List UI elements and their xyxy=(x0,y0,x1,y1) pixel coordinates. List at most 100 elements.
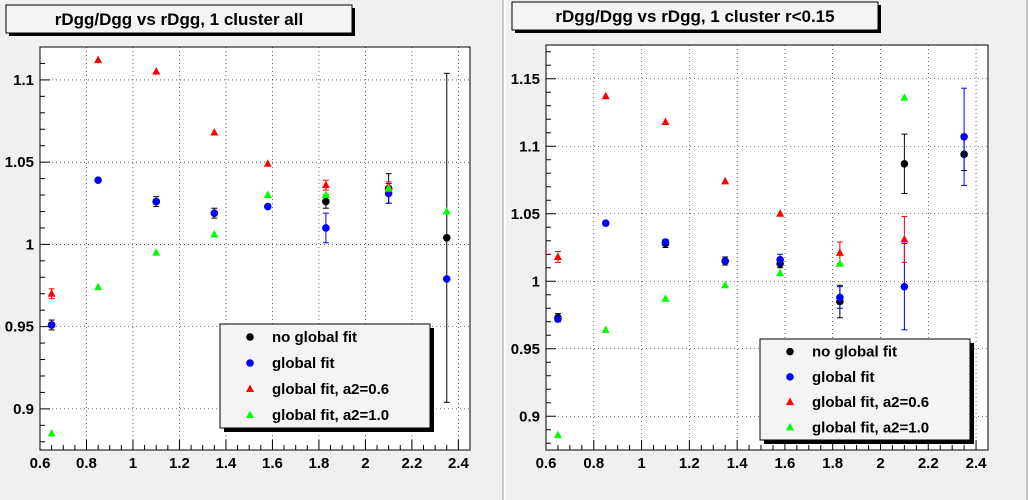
legend-label-1: no global fit xyxy=(812,344,897,361)
y-axis: 0.9 0.95 1 1.05 1.1 xyxy=(5,46,50,443)
data-point xyxy=(601,219,610,227)
x-tick-label-6: 1.8 xyxy=(822,455,843,472)
data-point xyxy=(321,190,330,199)
data-point xyxy=(776,255,784,264)
data-point xyxy=(601,325,610,333)
chart-title-box: rDgg/Dgg vs rDgg, 1 cluster r<0.15 xyxy=(511,1,881,33)
legend-label-3: global fit, a2=0.6 xyxy=(272,381,389,398)
series-4 xyxy=(47,183,451,437)
legend-marker-4 xyxy=(246,410,254,418)
data-point xyxy=(554,315,562,323)
series-2 xyxy=(47,176,451,329)
data-point xyxy=(321,180,330,189)
data-point xyxy=(442,234,451,242)
legend-marker-2 xyxy=(246,359,254,367)
data-point xyxy=(661,238,670,246)
data-point xyxy=(47,321,56,329)
chart-panel-1: 0.6 0.8 1 1.2 1.4 1.6 1.8 2 2.2 2.4 0.9 0.95 1 1.05 1.… xyxy=(0,0,504,500)
data-point xyxy=(47,429,56,437)
legend-label-1: no global fit xyxy=(272,329,357,346)
data-point xyxy=(721,257,729,265)
data-point xyxy=(263,159,272,167)
x-tick-label-5: 1.6 xyxy=(774,455,795,472)
data-point xyxy=(776,209,785,217)
legend-label-2: global fit xyxy=(812,369,875,386)
data-point xyxy=(661,117,670,125)
legend: no global fit global fit global fit, a2=0.… xyxy=(759,338,974,444)
data-point xyxy=(960,133,968,141)
x-tick-label-7: 2 xyxy=(876,455,884,472)
data-point xyxy=(900,282,909,291)
legend-label-4: global fit, a2=1.0 xyxy=(272,407,389,424)
x-axis: 0.6 0.8 1 1.2 1.4 1.6 1.8 2 2.2 2.4 xyxy=(30,440,471,472)
data-point xyxy=(210,128,219,136)
data-point xyxy=(553,252,562,260)
x-tick-label-3: 1.2 xyxy=(679,455,700,472)
legend-marker-3 xyxy=(246,384,254,392)
data-point xyxy=(263,190,272,199)
y-tick-label-5: 1.15 xyxy=(511,71,540,88)
data-point xyxy=(900,234,909,243)
x-tick-label-4: 1.4 xyxy=(727,455,749,472)
x-tick-label-9: 2.4 xyxy=(448,455,470,472)
data-point xyxy=(152,197,161,206)
x-tick-label-2: 1 xyxy=(129,455,137,472)
data-point xyxy=(776,268,785,277)
x-tick-label-2: 1 xyxy=(637,455,645,472)
data-point xyxy=(322,224,330,232)
x-axis: 0.6 0.8 1 1.2 1.4 1.6 1.8 2 2.2 2.4 xyxy=(536,440,989,472)
x-tick-label-9: 2.4 xyxy=(966,455,988,472)
data-point xyxy=(210,230,219,238)
data-point xyxy=(152,67,161,75)
legend-marker-1 xyxy=(246,333,254,341)
data-point xyxy=(384,183,393,192)
data-point xyxy=(263,202,272,211)
series-4 xyxy=(553,93,909,439)
data-point xyxy=(322,197,330,206)
legend-box xyxy=(219,323,431,429)
chart-title-box: rDgg/Dgg vs rDgg, 1 cluster all xyxy=(5,4,355,36)
data-point xyxy=(900,160,909,168)
data-point xyxy=(152,248,161,256)
legend-box xyxy=(759,338,971,441)
y-tick-label-0: 0.9 xyxy=(13,401,34,418)
series-3 xyxy=(553,91,909,265)
chart-title: rDgg/Dgg vs rDgg, 1 cluster all xyxy=(55,10,303,29)
data-point xyxy=(601,91,610,100)
data-point xyxy=(661,294,670,302)
x-tick-label-8: 2.2 xyxy=(401,455,422,472)
title-background xyxy=(511,1,879,31)
x-tick-label-3: 1.2 xyxy=(169,455,190,472)
legend-label-2: global fit xyxy=(272,355,335,372)
data-point xyxy=(442,275,451,283)
x-tick-label-7: 2 xyxy=(361,455,369,472)
legend-marker-4 xyxy=(786,422,794,431)
y-tick-label-3: 1.05 xyxy=(511,206,540,223)
y-tick-label-2: 1 xyxy=(532,273,540,290)
y-tick-label-4: 1.1 xyxy=(519,138,540,155)
x-tick-label-0: 0.6 xyxy=(536,455,557,472)
data-point xyxy=(835,259,844,267)
x-tick-label-1: 0.8 xyxy=(76,455,97,472)
y-tick-label-1: 0.95 xyxy=(511,341,540,358)
data-point xyxy=(47,289,56,297)
series-3 xyxy=(47,55,393,300)
data-point xyxy=(836,293,844,302)
data-point xyxy=(442,206,451,215)
legend-label-4: global fit, a2=1.0 xyxy=(812,419,929,436)
x-tick-label-1: 0.8 xyxy=(583,455,604,472)
data-point xyxy=(900,93,909,101)
data-point xyxy=(721,176,730,185)
legend-marker-1 xyxy=(786,347,794,356)
y-axis: 0.9 0.95 1 1.05 1.1 1.15 xyxy=(511,51,556,444)
legend-marker-2 xyxy=(786,373,794,381)
y-tick-label-1: 0.95 xyxy=(5,319,34,336)
y-tick-label-4: 1.1 xyxy=(13,72,34,89)
x-tick-label-8: 2.2 xyxy=(918,455,939,472)
data-point xyxy=(835,248,844,256)
data-point xyxy=(210,209,219,217)
x-tick-label-5: 1.6 xyxy=(262,455,283,472)
x-tick-label-6: 1.8 xyxy=(308,455,329,472)
